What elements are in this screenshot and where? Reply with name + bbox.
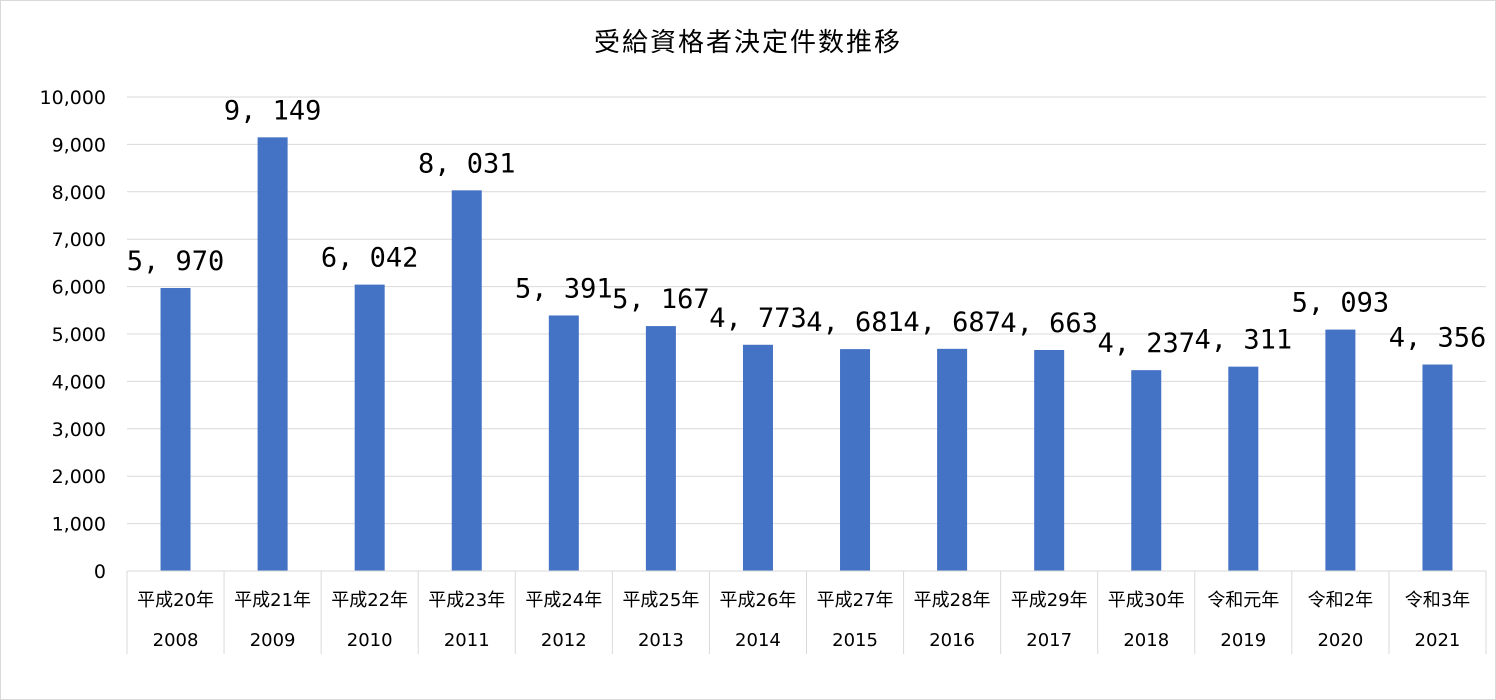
x-category-label: 平成20年	[137, 590, 214, 611]
y-tick-label: 7,000	[52, 229, 106, 251]
data-label: 8, 031	[418, 148, 516, 179]
data-label: 4, 663	[1000, 308, 1098, 339]
chart-title: 受給資格者決定件数推移	[593, 28, 902, 58]
bar	[742, 344, 773, 571]
x-year-label: 2011	[444, 630, 490, 651]
x-category-label: 令和2年	[1308, 590, 1373, 611]
data-label: 4, 681	[806, 307, 904, 338]
x-year-label: 2020	[1317, 630, 1363, 651]
x-year-label: 2016	[929, 630, 975, 651]
y-tick-label: 4,000	[52, 371, 106, 393]
x-category-label: 平成26年	[720, 590, 797, 611]
bar	[548, 315, 579, 571]
y-axis-ticks: 0 1,000 2,000 3,000 4,000 5,000 6,000 7,000 8,00…	[40, 87, 106, 583]
data-label: 6, 042	[321, 243, 419, 274]
x-year-label: 2017	[1026, 630, 1072, 651]
data-label: 5, 093	[1292, 288, 1390, 319]
x-year-label: 2019	[1220, 630, 1266, 651]
y-tick-label: 6,000	[52, 277, 106, 299]
bars	[160, 137, 1453, 571]
bar	[354, 284, 385, 571]
y-tick-label: 8,000	[52, 182, 106, 204]
bar	[1422, 364, 1453, 571]
bar	[1034, 349, 1065, 571]
x-year-label: 2013	[638, 630, 684, 651]
x-category-label: 令和3年	[1405, 590, 1470, 611]
y-tick-label: 9,000	[52, 134, 106, 156]
data-label: 4, 773	[709, 303, 807, 334]
data-label: 4, 687	[903, 307, 1001, 338]
bar	[451, 190, 482, 571]
x-year-label: 2008	[153, 630, 199, 651]
gridlines	[127, 96, 1486, 572]
x-category-label: 平成27年	[817, 590, 894, 611]
data-label: 5, 970	[127, 246, 225, 277]
x-category-label: 平成29年	[1011, 590, 1088, 611]
bar	[1228, 366, 1259, 571]
bar	[840, 349, 871, 571]
x-category-label: 平成21年	[234, 590, 311, 611]
data-label: 9, 149	[224, 95, 322, 126]
x-category-label: 平成24年	[525, 590, 602, 611]
bar	[645, 326, 676, 571]
data-label: 5, 391	[515, 273, 613, 304]
data-label: 4, 237	[1097, 328, 1195, 359]
bar	[1131, 370, 1162, 571]
y-tick-label: 3,000	[52, 419, 106, 441]
x-year-label: 2021	[1415, 630, 1461, 651]
x-year-label: 2018	[1123, 630, 1169, 651]
x-year-label: 2012	[541, 630, 587, 651]
data-label: 5, 167	[612, 284, 710, 315]
x-axis-table: 平成20年 2008 平成21年 2009 平成22年 2010 平成23年 2011 平成24…	[126, 570, 1487, 654]
bar	[1325, 329, 1356, 571]
bar	[937, 348, 968, 571]
data-label: 4, 356	[1389, 323, 1487, 354]
x-category-label: 令和元年	[1207, 590, 1279, 611]
bar	[160, 288, 191, 571]
y-tick-label: 1,000	[52, 514, 106, 536]
y-tick-label: 10,000	[40, 87, 106, 109]
x-category-label: 平成25年	[622, 590, 699, 611]
x-year-label: 2015	[832, 630, 878, 651]
x-year-label: 2010	[347, 630, 393, 651]
data-label: 4, 311	[1195, 325, 1293, 356]
y-tick-label: 0	[94, 561, 106, 583]
x-category-label: 平成30年	[1108, 590, 1185, 611]
y-tick-label: 5,000	[52, 324, 106, 346]
bar	[257, 137, 288, 571]
x-category-label: 平成22年	[331, 590, 408, 611]
x-category-label: 平成28年	[914, 590, 991, 611]
x-category-label: 平成23年	[428, 590, 505, 611]
y-tick-label: 2,000	[52, 466, 106, 488]
x-year-label: 2009	[250, 630, 296, 651]
x-year-label: 2014	[735, 630, 781, 651]
